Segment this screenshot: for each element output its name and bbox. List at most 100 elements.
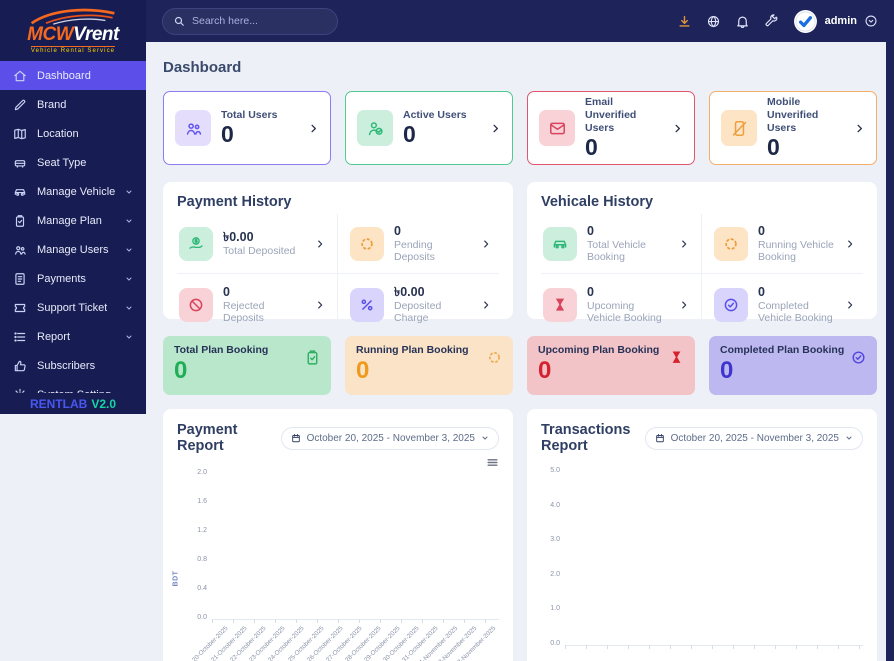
history-label: Pending Deposits [394, 239, 435, 264]
transactions-report-card: Transactions Report October 20, 2025 - N… [527, 409, 877, 661]
chevron-right-icon [481, 300, 491, 310]
payment-history-deposited-charge[interactable]: ৳0.00 Deposited Charge [338, 274, 499, 334]
plan-card-total: Total Plan Booking 0 [163, 336, 331, 395]
payment-history-rejected-deposits[interactable]: 0 Rejected Deposits [177, 274, 338, 335]
check-circle-icon [850, 349, 867, 366]
spinner-icon [714, 226, 748, 261]
stat-card-mobile-unverified-users[interactable]: Mobile Unverified Users 0 [709, 91, 877, 165]
transactions-report-title: Transactions Report [541, 422, 631, 454]
history-label: Running Vehicle Booking [758, 239, 834, 264]
vehicle-history-total-booking[interactable]: 0 Total Vehicle Booking [541, 214, 702, 275]
payment-report-date-range[interactable]: October 20, 2025 - November 3, 2025 [280, 426, 499, 450]
chevron-down-icon [125, 304, 133, 312]
chevron-right-icon [679, 300, 689, 310]
user-menu[interactable]: admin [793, 9, 878, 34]
sidebar-item-report[interactable]: Report [0, 322, 146, 351]
sidebar-item-support-ticket[interactable]: Support Ticket [0, 293, 146, 322]
chevron-down-icon [481, 434, 489, 442]
home-icon [13, 69, 27, 83]
pen-icon [13, 98, 27, 112]
calendar-icon [291, 433, 301, 443]
vehicle-history-upcoming-booking[interactable]: 0 Upcoming Vehicle Booking [541, 274, 702, 335]
chart-menu-icon[interactable] [486, 456, 499, 469]
vehicle-history-running-booking[interactable]: 0 Running Vehicle Booking [702, 214, 863, 275]
y-axis-ticks: 5.0 4.0 3.0 2.0 1.0 0.0 [550, 467, 560, 647]
sidebar-item-dashboard[interactable]: Dashboard [0, 61, 146, 90]
stat-value: 0 [221, 120, 234, 147]
y-axis-title: BDT [172, 570, 180, 587]
chevron-down-icon [125, 275, 133, 283]
users-icon [13, 243, 27, 257]
vehicle-history-card: Vehicale History 0 Total Vehicle Booking [527, 182, 877, 335]
chevron-down-icon [125, 188, 133, 196]
chevron-right-icon [481, 239, 491, 249]
user-check-icon [357, 110, 393, 146]
chevron-right-icon [854, 123, 865, 134]
history-label: Deposited Charge [394, 300, 442, 325]
sidebar-item-manage-users[interactable]: Manage Users [0, 235, 146, 264]
wrench-icon[interactable] [764, 13, 779, 29]
vehicle-history-title: Vehicale History [541, 194, 654, 210]
scrollbar[interactable] [886, 0, 894, 661]
history-value: 0 [587, 224, 594, 238]
chevron-right-icon [308, 123, 319, 134]
sidebar-item-brand[interactable]: Brand [0, 90, 146, 119]
download-icon[interactable] [677, 14, 692, 29]
footer-version: V2.0 [91, 396, 116, 411]
plan-label: Total Plan Booking [174, 344, 269, 356]
chevron-right-icon [315, 239, 325, 249]
payment-history-title: Payment History [177, 194, 292, 210]
topbar: admin [146, 0, 894, 42]
chevron-right-icon [672, 123, 683, 134]
ban-icon [179, 287, 213, 322]
map-icon [13, 127, 27, 141]
logo-car-swoosh-icon [30, 8, 115, 25]
chevron-right-icon [679, 239, 689, 249]
car-icon [13, 185, 27, 199]
chevron-down-icon [845, 434, 853, 442]
invoice-icon [13, 272, 27, 286]
stat-label: Email Unverified Users [585, 95, 637, 134]
chevron-down-circle-icon [864, 14, 878, 28]
payment-history-total-deposited[interactable]: ৳0.00 Total Deposited [177, 214, 338, 275]
payment-history-card: Payment History ৳0.00 Total Deposited [163, 182, 513, 335]
chevron-right-icon [845, 300, 855, 310]
spinner-icon [486, 349, 503, 366]
history-label: Total Vehicle Booking [587, 239, 646, 264]
brand-name: MCWVrent [27, 24, 119, 45]
sidebar-item-seat-type[interactable]: Seat Type [0, 148, 146, 177]
search-box[interactable] [162, 7, 338, 35]
sidebar-item-location[interactable]: Location [0, 119, 146, 148]
chevron-right-icon [845, 239, 855, 249]
sidebar-item-subscribers[interactable]: Subscribers [0, 351, 146, 380]
history-value: 0 [223, 285, 230, 300]
clipboard-icon [13, 214, 27, 228]
plan-card-completed: Completed Plan Booking 0 [709, 336, 877, 395]
bell-icon[interactable] [735, 14, 750, 29]
plan-label: Upcoming Plan Booking [538, 344, 660, 356]
plan-value: 0 [538, 356, 552, 384]
history-value: ৳0.00 [394, 285, 425, 300]
history-label: Rejected Deposits [223, 300, 265, 325]
sidebar-item-manage-plan[interactable]: Manage Plan [0, 206, 146, 235]
stat-card-active-users[interactable]: Active Users 0 [345, 91, 513, 165]
percent-icon [350, 287, 384, 322]
stat-card-email-unverified-users[interactable]: Email Unverified Users 0 [527, 91, 695, 165]
payment-history-pending-deposits[interactable]: 0 Pending Deposits [338, 214, 499, 275]
plan-value: 0 [174, 356, 188, 384]
sidebar-item-payments[interactable]: Payments [0, 264, 146, 293]
plan-cards-row: Total Plan Booking 0 Running Plan Bookin… [163, 336, 877, 395]
brand-logo[interactable]: MCWVrent Vehicle Rental Service [0, 0, 146, 58]
search-input[interactable] [192, 15, 327, 27]
transactions-report-date-range[interactable]: October 20, 2025 - November 3, 2025 [644, 426, 863, 450]
stat-card-total-users[interactable]: Total Users 0 [163, 91, 331, 165]
vehicle-history-completed-booking[interactable]: 0 Completed Vehicle Booking [702, 274, 863, 334]
globe-icon[interactable] [706, 14, 721, 29]
history-row: Payment History ৳0.00 Total Deposited [163, 182, 877, 335]
sidebar-item-manage-vehicles[interactable]: Manage Vehicles [0, 177, 146, 206]
plan-label: Running Plan Booking [356, 344, 469, 356]
plan-value: 0 [356, 356, 370, 384]
envelope-icon [539, 110, 575, 146]
history-label: Total Deposited [223, 245, 296, 258]
